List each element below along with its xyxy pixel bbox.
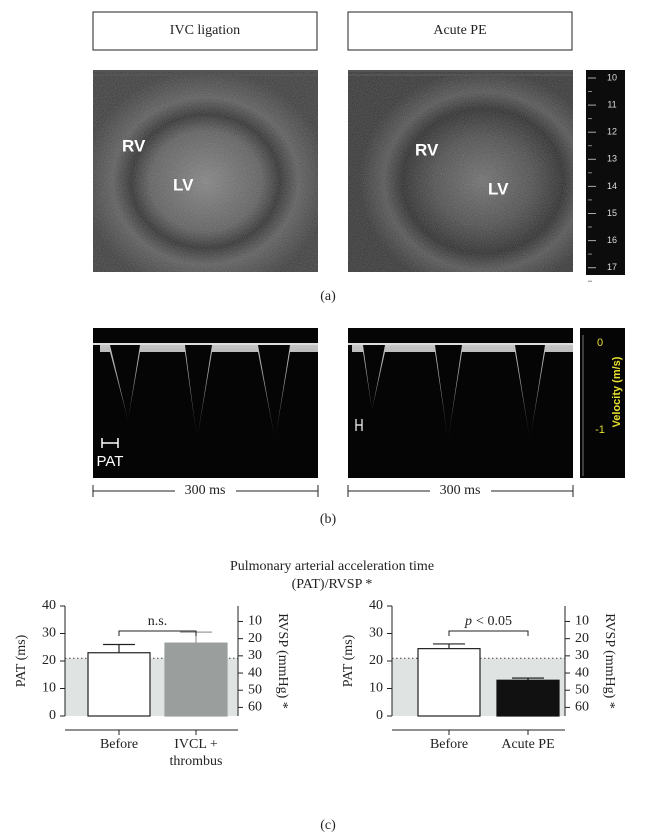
velocity-scale-bar (580, 328, 625, 478)
annotation-part: < 0.05 (476, 614, 512, 629)
velocity-tick: -1 (595, 424, 605, 436)
y2-tick-label: 60 (575, 700, 589, 715)
x-tick-label: Acute PE (501, 737, 555, 752)
duration-label: 300 ms (185, 483, 226, 498)
duration-bracket (347, 485, 574, 497)
y2-tick-label: 20 (248, 631, 262, 646)
y-axis-label: PAT (ms) (14, 634, 29, 687)
ultrasound-image: RV LV (348, 70, 573, 272)
chart-title: (PAT)/RVSP * (292, 577, 373, 592)
bar (496, 679, 560, 717)
doppler-image: PAT (93, 328, 318, 478)
chamber-label: LV (488, 179, 509, 198)
y-tick-label: 30 (42, 626, 56, 641)
depth-tick-label: 12 (607, 127, 617, 137)
header-box (347, 11, 573, 51)
panel-caption: (c) (320, 818, 336, 833)
y2-tick-label: 10 (575, 614, 589, 629)
chamber-label: RV (122, 136, 146, 155)
depth-tick-label: 11 (607, 99, 616, 109)
y-tick-label: 40 (42, 598, 56, 613)
header-box (92, 11, 318, 51)
header: IVC ligation (170, 23, 240, 38)
panel-caption: (a) (320, 289, 336, 304)
depth-tick-label: 16 (607, 235, 617, 245)
significance-bracket (118, 630, 197, 636)
x-tick-label: Before (429, 737, 469, 752)
y-tick-label: 10 (42, 681, 56, 696)
y2-tick-label: 40 (248, 665, 262, 680)
velocity-tick: 0 (597, 337, 603, 349)
y2-tick-label: 30 (575, 648, 589, 663)
duration-bracket (92, 485, 319, 497)
y2-tick-label: 50 (248, 682, 262, 697)
y2-tick-label: 40 (575, 665, 589, 680)
depth-tick-label: 10 (607, 72, 617, 82)
chart-title: Pulmonary arterial acceleration time (230, 559, 434, 574)
y-tick-label: 20 (42, 653, 56, 668)
depth-tick-label: 15 (607, 208, 617, 218)
annotation-part: n.s. (148, 614, 167, 629)
y-tick-label: 40 (369, 598, 383, 613)
y2-tick-label: 20 (575, 631, 589, 646)
y-axis-label: PAT (ms) (341, 634, 356, 687)
y-tick-label: 30 (369, 626, 383, 641)
ultrasound-image: RV LV (93, 70, 318, 272)
y2-tick-label: 60 (248, 700, 262, 715)
doppler-image (348, 328, 573, 478)
annotation: n.s. (148, 614, 167, 629)
y2-tick-label: 30 (248, 648, 262, 663)
y-tick-label: 20 (369, 653, 383, 668)
velocity-label: Velocity (m/s) (611, 356, 623, 427)
header: Acute PE (433, 23, 486, 38)
depth-tick-label: 13 (607, 154, 617, 164)
duration-label: 300 ms (440, 483, 481, 498)
significance-bracket (448, 630, 529, 636)
bar (164, 642, 228, 717)
y-tick-label: 0 (49, 708, 56, 723)
annotation-part: p (464, 614, 472, 629)
depth-tick-label: 17 (607, 262, 617, 272)
x-tick-label: Before (99, 737, 139, 752)
y2-axis-label: RVSP (mmHg) * (275, 613, 290, 709)
bar (417, 648, 481, 717)
bar (87, 652, 151, 717)
chamber-label: RV (415, 140, 439, 159)
y2-tick-label: 50 (575, 682, 589, 697)
y-tick-label: 0 (376, 708, 383, 723)
chamber-label: LV (173, 175, 194, 194)
y2-axis-label: RVSP (mmHg) * (602, 613, 617, 709)
x-tick-label: IVCL + thrombus (169, 737, 223, 769)
annotation: p < 0.05 (464, 614, 512, 629)
depth-scale: 10 11 12 13 14 15 16 17 (588, 72, 617, 282)
depth-tick-label: 14 (607, 181, 617, 191)
panel-caption: (b) (320, 512, 337, 527)
marker-label: PAT (97, 453, 124, 470)
y-tick-label: 10 (369, 681, 383, 696)
y2-tick-label: 10 (248, 614, 262, 629)
